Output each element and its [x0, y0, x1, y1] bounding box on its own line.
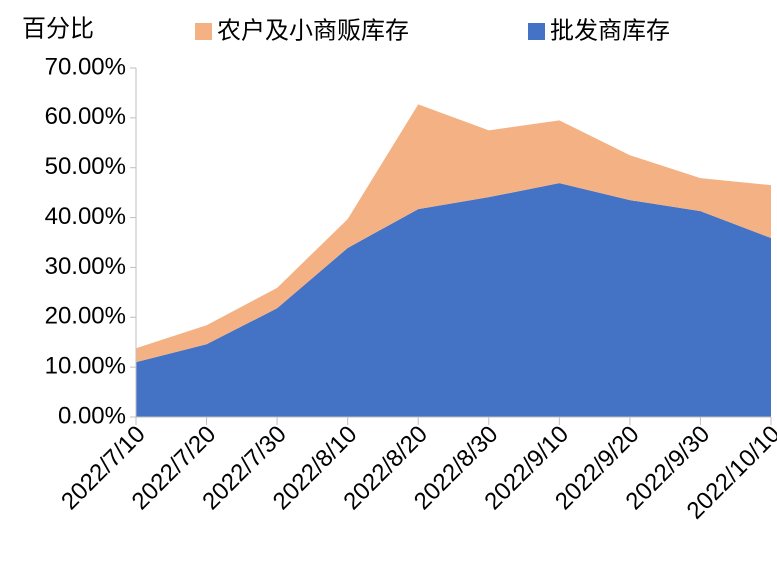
y-tick-label: 50.00%	[45, 153, 126, 180]
y-tick-label: 0.00%	[58, 402, 126, 429]
y-axis-title: 百分比	[22, 15, 94, 42]
y-tick-label: 20.00%	[45, 303, 126, 330]
y-tick-label: 30.00%	[45, 253, 126, 280]
y-tick-label: 70.00%	[45, 53, 126, 80]
y-tick-label: 40.00%	[45, 203, 126, 230]
area	[136, 104, 771, 363]
legend-swatch	[195, 23, 212, 40]
y-tick-label: 10.00%	[45, 352, 126, 379]
legend-label: 农户及小商贩库存	[217, 17, 409, 44]
y-tick-label: 60.00%	[45, 103, 126, 130]
area	[136, 183, 771, 417]
legend-swatch	[528, 23, 545, 40]
legend-label: 批发商库存	[550, 17, 670, 44]
